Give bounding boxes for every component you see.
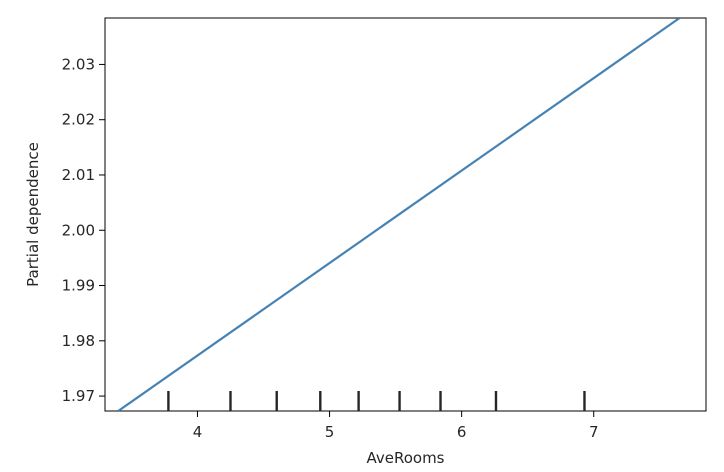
x-tick-label-1: 5: [325, 423, 335, 441]
series-line-0: [117, 18, 681, 411]
x-tick-label-2: 6: [457, 423, 467, 441]
x-axis: 4 5 6 7: [193, 411, 599, 441]
series-layer: [117, 18, 681, 411]
rug-layer: [167, 391, 586, 411]
y-tick-label-4: 2.01: [62, 166, 95, 184]
y-tick-label-0: 1.97: [62, 387, 95, 405]
x-tick-label-3: 7: [589, 423, 599, 441]
y-tick-label-3: 2.00: [62, 221, 95, 239]
y-axis-label: Partial dependence: [24, 142, 42, 287]
y-tick-label-2: 1.99: [62, 277, 95, 295]
y-tick-label-6: 2.03: [62, 55, 95, 73]
plot-frame: [104, 17, 707, 412]
x-tick-label-0: 4: [193, 423, 203, 441]
y-tick-label-1: 1.98: [62, 332, 95, 350]
plot-background: [105, 18, 706, 411]
y-axis: 1.97 1.98 1.99 2.00 2.01 2.02 2.03: [62, 55, 105, 405]
x-axis-label: AveRooms: [366, 449, 444, 467]
plot-area: [104, 17, 707, 412]
y-tick-label-5: 2.02: [62, 111, 95, 129]
